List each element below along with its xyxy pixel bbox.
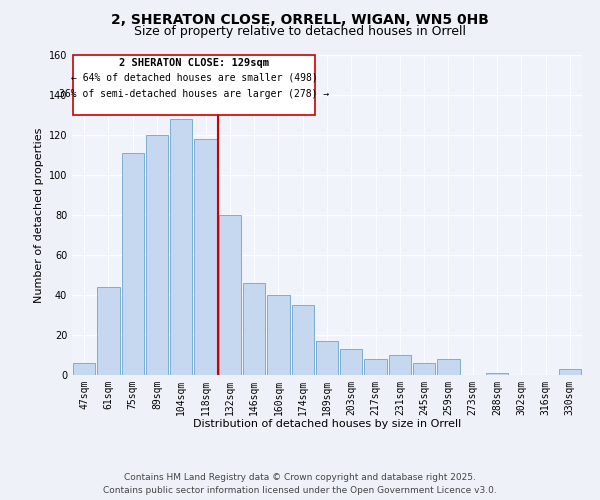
Bar bbox=[292, 305, 314, 375]
Bar bbox=[194, 139, 217, 375]
Bar bbox=[413, 363, 436, 375]
Bar bbox=[364, 359, 387, 375]
Bar bbox=[437, 359, 460, 375]
Bar bbox=[340, 349, 362, 375]
X-axis label: Distribution of detached houses by size in Orrell: Distribution of detached houses by size … bbox=[193, 420, 461, 430]
Bar bbox=[97, 287, 119, 375]
Bar bbox=[170, 119, 193, 375]
Text: 2, SHERATON CLOSE, ORRELL, WIGAN, WN5 0HB: 2, SHERATON CLOSE, ORRELL, WIGAN, WN5 0H… bbox=[111, 12, 489, 26]
Text: 2 SHERATON CLOSE: 129sqm: 2 SHERATON CLOSE: 129sqm bbox=[119, 58, 269, 68]
Text: Size of property relative to detached houses in Orrell: Size of property relative to detached ho… bbox=[134, 25, 466, 38]
Bar bbox=[267, 295, 290, 375]
Text: 36% of semi-detached houses are larger (278) →: 36% of semi-detached houses are larger (… bbox=[59, 89, 329, 99]
Bar bbox=[218, 215, 241, 375]
Bar bbox=[122, 153, 144, 375]
Text: Contains HM Land Registry data © Crown copyright and database right 2025.
Contai: Contains HM Land Registry data © Crown c… bbox=[103, 474, 497, 495]
FancyBboxPatch shape bbox=[73, 55, 315, 115]
Bar bbox=[486, 373, 508, 375]
Bar bbox=[243, 283, 265, 375]
Text: ← 64% of detached houses are smaller (498): ← 64% of detached houses are smaller (49… bbox=[71, 73, 317, 83]
Y-axis label: Number of detached properties: Number of detached properties bbox=[34, 128, 44, 302]
Bar bbox=[146, 135, 168, 375]
Bar bbox=[559, 369, 581, 375]
Bar bbox=[316, 341, 338, 375]
Bar bbox=[73, 363, 95, 375]
Bar bbox=[389, 355, 411, 375]
